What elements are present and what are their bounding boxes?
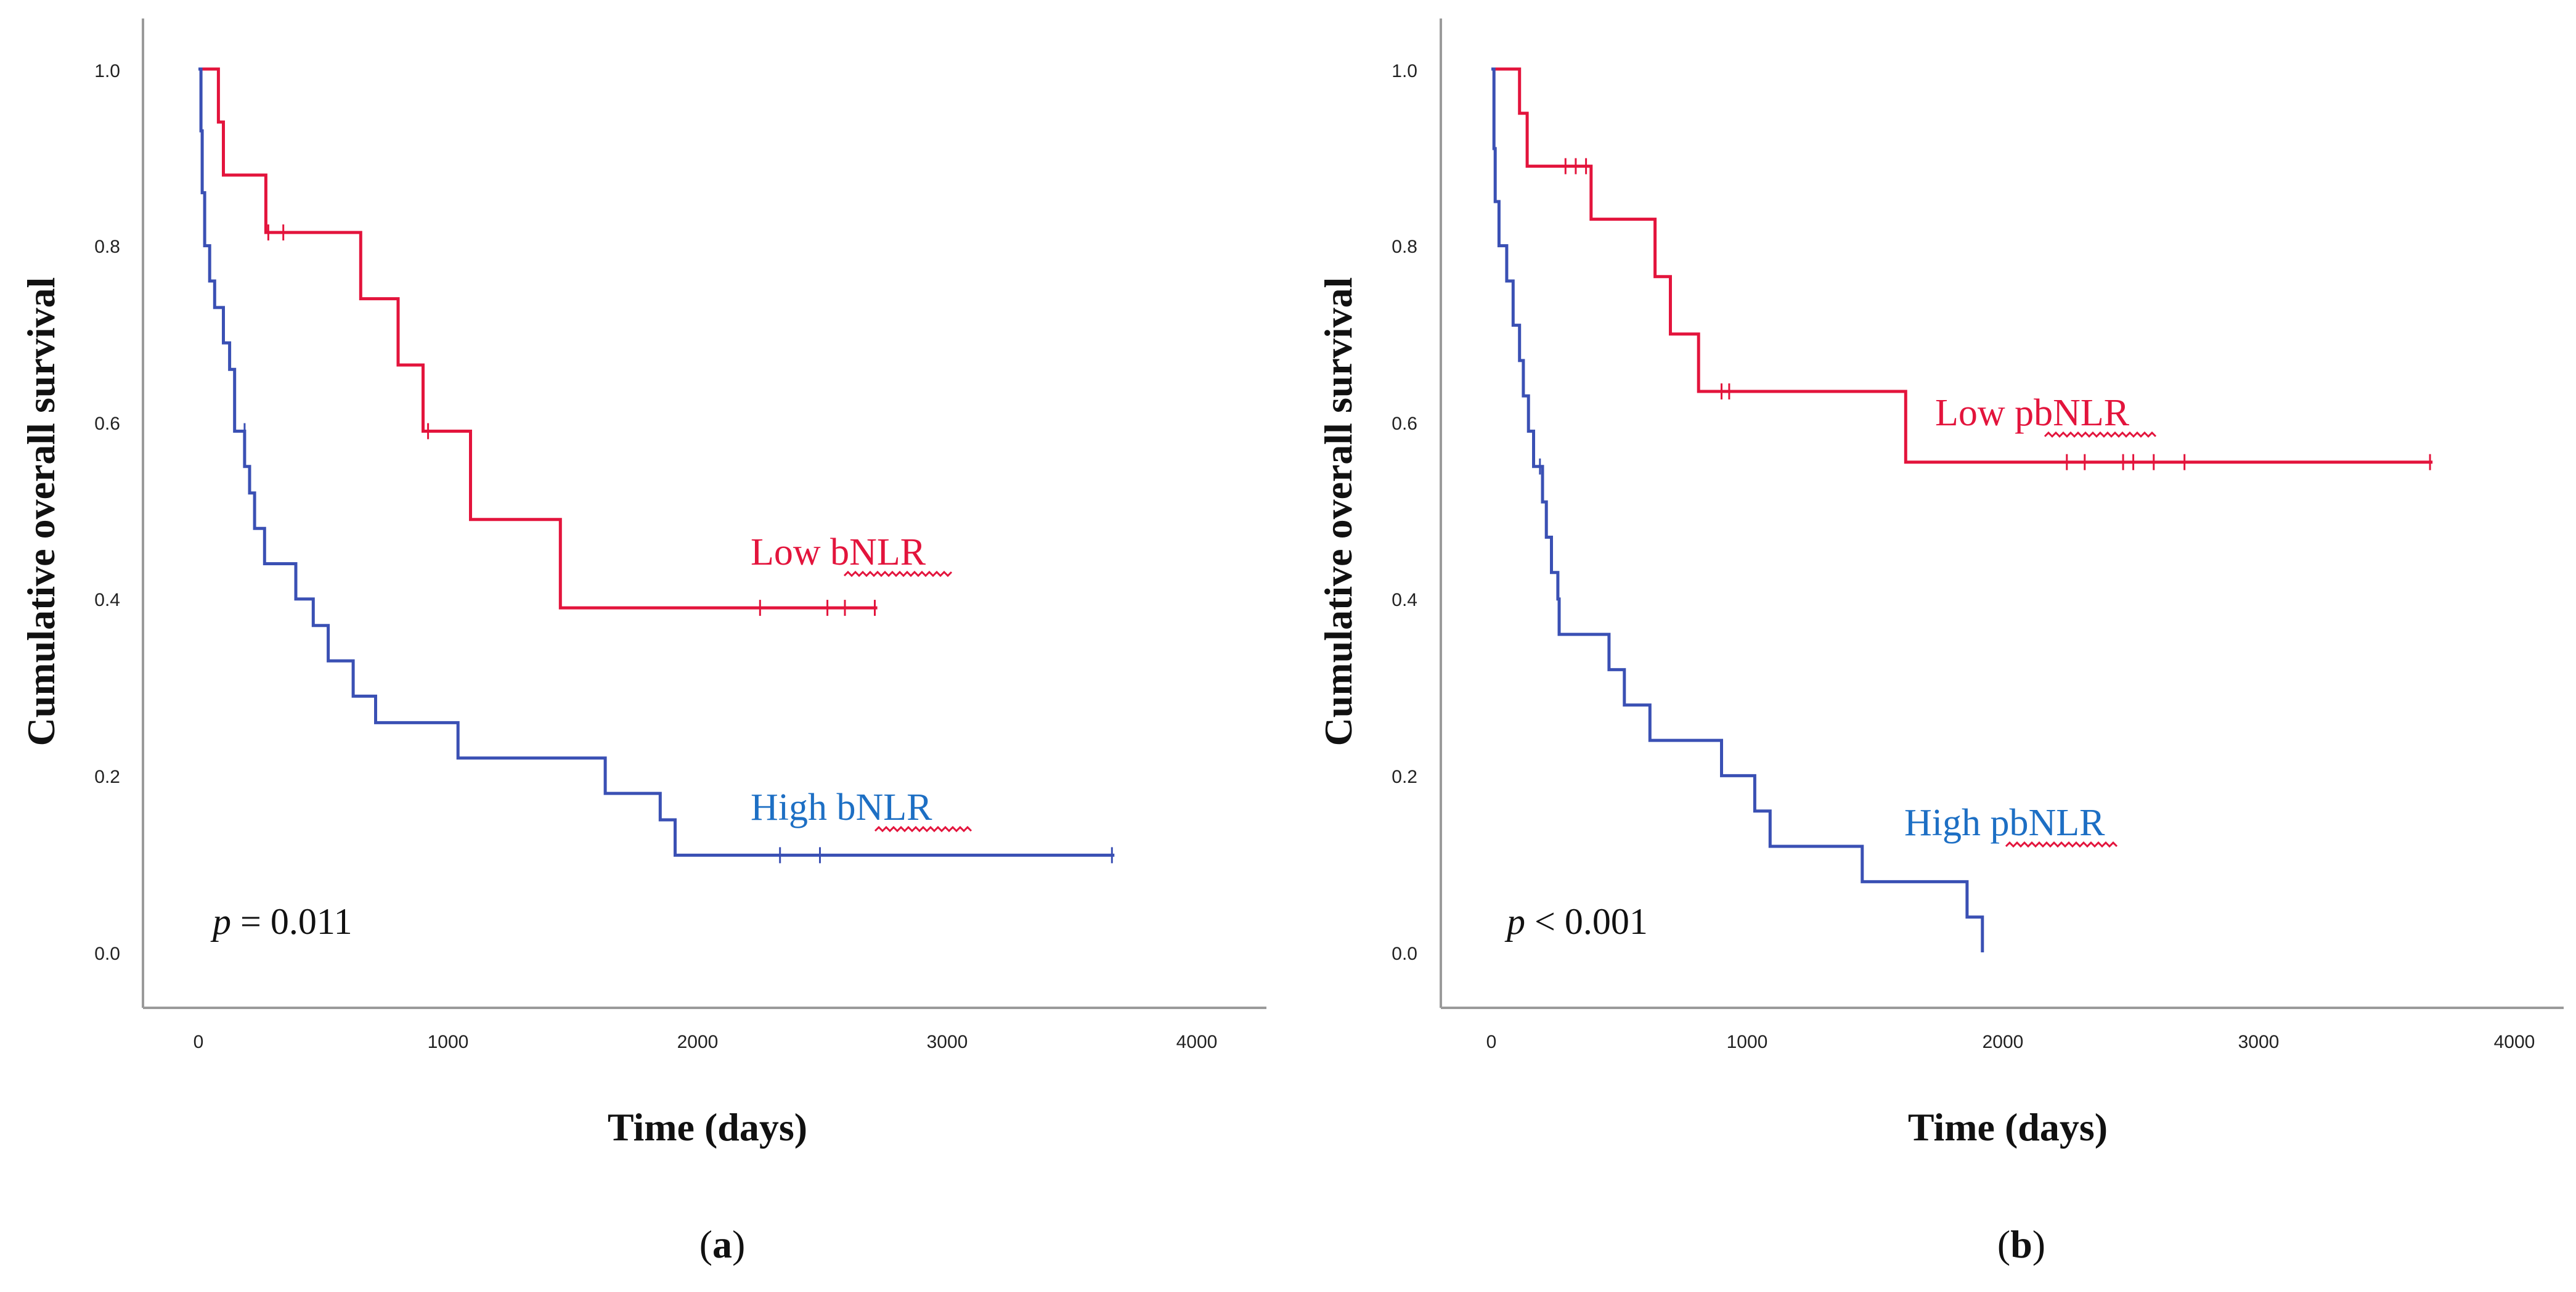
legend-label-low-bnlr: Low bNLR [751, 531, 926, 573]
panel-b-y-axis-label: Cumulative overall survival [1316, 277, 1360, 746]
y-tick-label: 0.6 [1392, 414, 1417, 434]
x-tick-label: 3000 [927, 1032, 968, 1052]
panel-a-p-value: p = 0.011 [210, 901, 353, 942]
panel-a: 1.0 0.8 0.6 0.4 0.2 0.0 0 1000 2000 3000… [19, 18, 1266, 1266]
x-tick-label: 1000 [1727, 1032, 1768, 1052]
x-tick-label: 3000 [2238, 1032, 2280, 1052]
survival-curve-low-pbnlr [1491, 67, 2433, 464]
y-tick-label: 0.2 [1392, 767, 1417, 787]
y-tick-label: 0.8 [1392, 237, 1417, 257]
panel-a-x-axis-label: Time (days) [608, 1105, 807, 1149]
y-tick-label: 0.6 [94, 414, 120, 434]
survival-curve-high-bnlr [198, 67, 1115, 857]
x-tick-label: 2000 [1983, 1032, 2024, 1052]
legend-label-high-pbnlr: High pbNLR [1904, 802, 2105, 844]
p-value-text: = 0.011 [240, 901, 353, 942]
spellcheck-underline [843, 570, 953, 578]
survival-curve-high-pbnlr [1491, 67, 1984, 952]
legend-label-high-bnlr: High bNLR [751, 787, 932, 828]
panel-letter: b [2010, 1222, 2032, 1266]
y-tick-label: 0.0 [94, 944, 120, 964]
x-tick-label: 4000 [1176, 1032, 1218, 1052]
y-tick-label: 0.4 [1392, 590, 1417, 610]
panel-a-y-ticks: 1.0 0.8 0.6 0.4 0.2 0.0 [94, 61, 120, 964]
x-tick-label: 2000 [677, 1032, 719, 1052]
panel-letter: a [712, 1222, 732, 1266]
y-tick-label: 0.0 [1392, 944, 1417, 964]
y-tick-label: 0.4 [94, 590, 120, 610]
spellcheck-underline [2044, 431, 2157, 438]
legend-label-low-pbnlr: Low pbNLR [1935, 392, 2130, 434]
panel-b-x-ticks: 0 1000 2000 3000 4000 [1486, 1032, 2535, 1052]
panel-b-y-ticks: 1.0 0.8 0.6 0.4 0.2 0.0 [1392, 61, 1417, 964]
x-tick-label: 0 [1486, 1032, 1497, 1052]
y-tick-label: 1.0 [1392, 61, 1417, 81]
panel-b: 1.0 0.8 0.6 0.4 0.2 0.0 0 1000 2000 3000… [1316, 18, 2564, 1266]
panel-b-p-value: p < 0.001 [1504, 901, 1648, 942]
y-tick-label: 0.8 [94, 237, 120, 257]
x-tick-label: 1000 [428, 1032, 469, 1052]
y-tick-label: 1.0 [94, 61, 120, 81]
spellcheck-underline [2005, 841, 2118, 848]
p-symbol: p [210, 901, 231, 942]
p-value-text: < 0.001 [1535, 901, 1648, 942]
survival-curve-low-bnlr [198, 67, 878, 610]
panel-a-x-ticks: 0 1000 2000 3000 4000 [194, 1032, 1218, 1052]
panel-b-label: (b) [1997, 1222, 2045, 1266]
spellcheck-underline [874, 825, 972, 833]
panel-b-curves [1491, 67, 2433, 952]
panel-a-y-axis-label: Cumulative overall survival [19, 277, 63, 746]
panel-a-label: (a) [699, 1222, 746, 1266]
x-tick-label: 4000 [2494, 1032, 2535, 1052]
y-tick-label: 0.2 [94, 767, 120, 787]
panel-b-x-axis-label: Time (days) [1908, 1105, 2108, 1149]
x-tick-label: 0 [194, 1032, 204, 1052]
panel-a-curves [198, 67, 1115, 864]
p-symbol: p [1504, 901, 1525, 942]
